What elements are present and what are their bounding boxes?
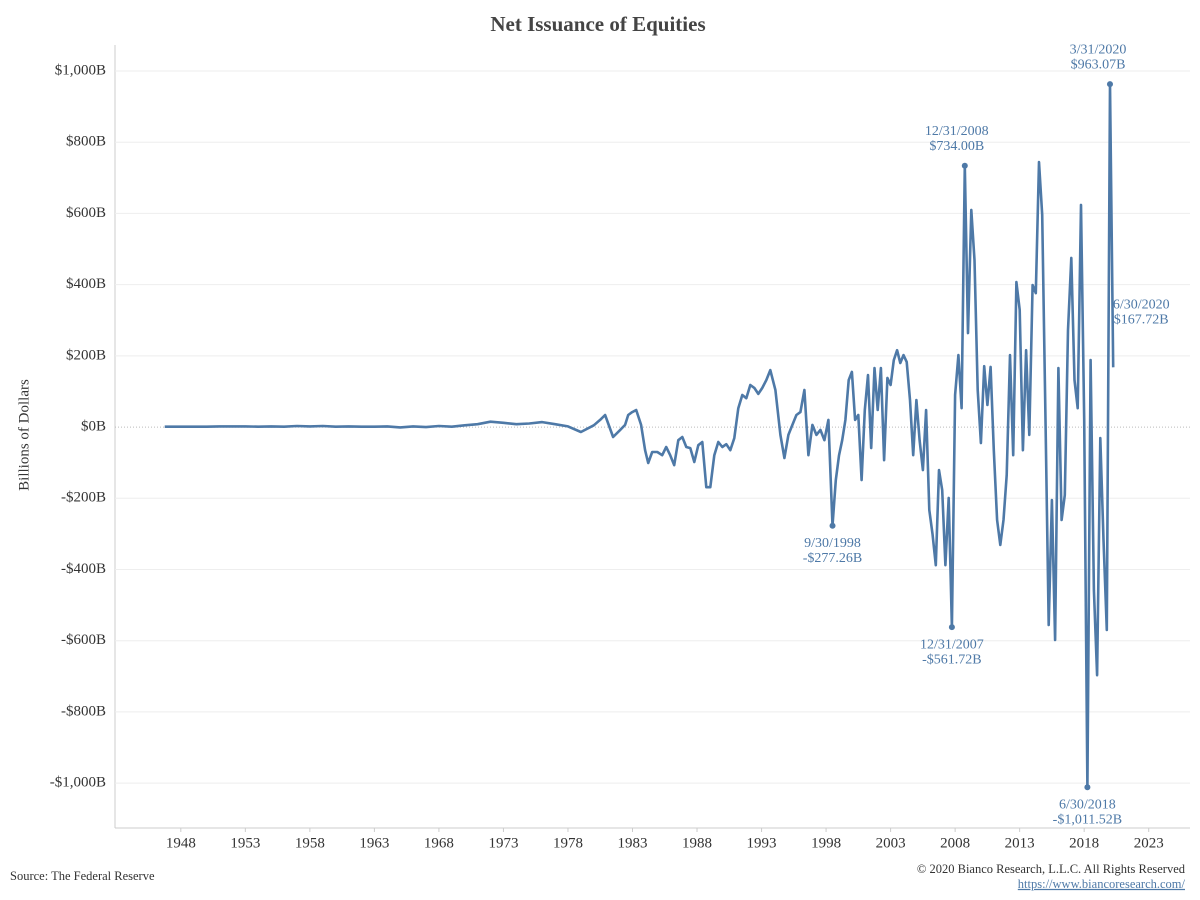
y-tick-label: -$400B xyxy=(61,561,106,577)
annotation-label: -$561.72B xyxy=(922,652,982,667)
annotation-date: 12/31/2007 xyxy=(920,637,984,652)
annotation-label: -$1,011.52B xyxy=(1053,812,1122,827)
y-tick-label: $400B xyxy=(66,276,106,292)
y-tick-label: $600B xyxy=(66,205,106,221)
x-tick-label: 1963 xyxy=(359,835,389,851)
annotation-dot xyxy=(1084,784,1091,791)
copyright: © 2020 Bianco Research, L.L.C. All Right… xyxy=(917,862,1186,876)
x-tick-label: 1973 xyxy=(488,835,518,851)
annotation-dot xyxy=(948,624,955,631)
annotation-date: 9/30/1998 xyxy=(804,536,861,551)
x-tick-label: 1998 xyxy=(811,835,841,851)
y-tick-label: -$200B xyxy=(61,490,106,506)
annotation-dot xyxy=(961,162,968,169)
x-tick-label: 2003 xyxy=(876,835,906,851)
x-tick-label: 2018 xyxy=(1069,835,1099,851)
y-axis-label: Billions of Dollars xyxy=(16,379,32,491)
source: Source: The Federal Reserve xyxy=(10,869,155,883)
annotation-dot xyxy=(829,522,836,529)
y-tick-label: $800B xyxy=(66,134,106,150)
x-tick-label: 1988 xyxy=(682,835,712,851)
annotation-dot xyxy=(1106,81,1113,88)
x-tick-label: 1993 xyxy=(747,835,777,851)
x-tick-label: 1983 xyxy=(617,835,647,851)
x-tick-label: 2023 xyxy=(1134,835,1164,851)
annotation-date: 12/31/2008 xyxy=(925,124,989,139)
x-tick-label: 1948 xyxy=(166,835,196,851)
y-tick-label: -$1,000B xyxy=(50,775,106,791)
url-link[interactable]: https://www.biancoresearch.com/ xyxy=(1018,877,1186,891)
annotation-date: 6/30/2018 xyxy=(1059,797,1116,812)
x-tick-label: 2008 xyxy=(940,835,970,851)
annotation-label: $167.72B xyxy=(1114,313,1169,328)
y-tick-label: $0B xyxy=(81,419,106,435)
annotation-label: $734.00B xyxy=(929,139,984,154)
annotation-date: 6/30/2020 xyxy=(1113,298,1170,313)
annotation-date: 3/31/2020 xyxy=(1070,42,1127,57)
y-tick-label: -$600B xyxy=(61,632,106,648)
annotation-label: $963.07B xyxy=(1071,57,1126,72)
x-tick-label: 2013 xyxy=(1005,835,1035,851)
y-tick-label: -$800B xyxy=(61,703,106,719)
x-tick-label: 1968 xyxy=(424,835,454,851)
x-tick-label: 1953 xyxy=(230,835,260,851)
chart-title: Net Issuance of Equities xyxy=(490,12,705,36)
annotation-label: -$277.26B xyxy=(803,551,863,566)
y-tick-label: $1,000B xyxy=(55,62,106,78)
x-tick-label: 1958 xyxy=(295,835,325,851)
x-tick-label: 1978 xyxy=(553,835,583,851)
y-tick-label: $200B xyxy=(66,347,106,363)
data-line xyxy=(164,82,1115,789)
